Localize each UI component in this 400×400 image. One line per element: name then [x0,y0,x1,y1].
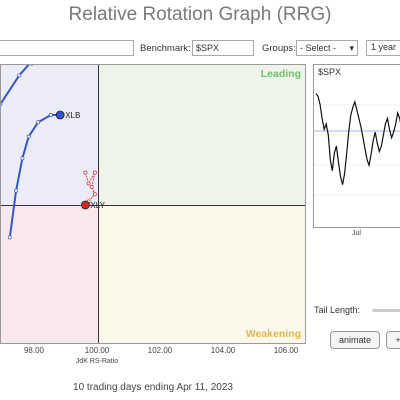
tail-point [92,192,97,197]
benchmark-mini-chart: $SPX [313,64,400,228]
x-tick-label: 100.00 [84,346,110,355]
tail-length-slider[interactable] [372,309,400,312]
tail-point [20,156,25,161]
leading-quadrant [98,65,305,205]
lagging-quadrant [1,205,98,343]
tail-head-point[interactable] [81,200,90,210]
symbols-input[interactable] [0,40,134,56]
period-select[interactable]: 1 year [366,40,400,56]
groups-select[interactable]: - Select - ▾ [296,40,358,56]
mini-chart-x-tick: Jul [352,230,361,237]
tail-point [86,181,91,186]
x-tick-label: 106.00 [273,346,299,355]
rrg-x-axis: 98.00 100.00 102.00 104.00 106.00 JdK RS… [0,346,306,370]
tail-line [1,270,19,344]
x-tick-label: 102.00 [147,346,173,355]
tail-label: XLB [65,111,80,120]
tail-length-label: Tail Length: [314,305,361,315]
animate-button[interactable]: animate [330,331,380,349]
weakening-quadrant [98,205,305,343]
tail-line [1,65,30,106]
tail-label: XLY [90,201,105,210]
tail-point [89,185,94,189]
x-axis-title: JdK RS-Ratio [75,358,119,365]
groups-label: Groups: [262,43,296,54]
date-range-caption: 10 trading days ending Apr 11, 2023 [73,382,233,393]
toolbar: Benchmark: Groups: - Select - ▾ 1 year [0,40,400,58]
tail-point [14,188,19,193]
x-tick-label: 98.00 [23,346,45,355]
tail-point [83,170,88,175]
tail-head-point[interactable] [55,110,65,120]
tail-line [8,114,61,238]
page-title: Relative Rotation Graph (RRG) [68,4,332,25]
rs-ratio-center-line [98,65,99,343]
step-button[interactable]: + [386,331,400,349]
groups-select-value: - Select - [300,43,337,53]
mini-chart-symbol: $SPX [318,67,342,77]
rrg-tails-layer: XLRE XLB XLY [1,65,106,344]
leading-label: Leading [260,68,301,80]
period-select-value: 1 year [371,42,397,52]
tail-point [26,134,31,139]
benchmark-label: Benchmark: [140,43,191,54]
tail-point [36,120,41,125]
rrg-chart: Leading Weakening XLRE XLB XLY [0,64,306,344]
weakening-label: Weakening [245,328,301,340]
tail-label: XLRE [37,65,58,66]
chevron-down-icon: ▾ [349,42,354,53]
x-tick-label: 104.00 [210,346,236,355]
benchmark-price-line-layer [314,93,400,196]
tail-point [7,235,12,240]
tail-point [48,113,53,117]
tail-point [1,102,3,107]
tail-point [17,73,22,78]
benchmark-input[interactable] [192,40,254,56]
rs-momentum-center-line [1,205,305,206]
tail-point [92,170,97,175]
mini-price-line [315,93,400,185]
